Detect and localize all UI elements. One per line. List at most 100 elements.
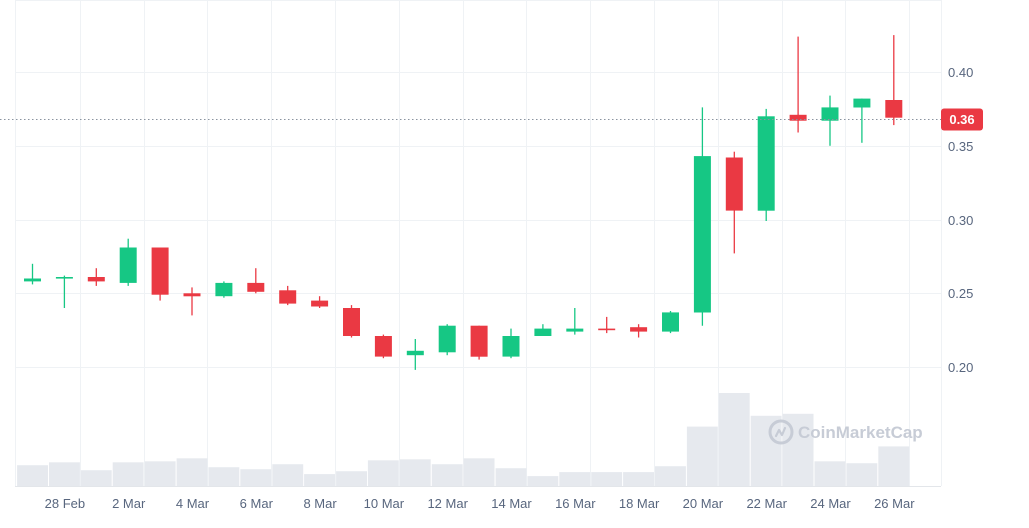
x-tick-label: 4 Mar: [176, 496, 210, 511]
candle[interactable]: [502, 328, 520, 359]
candle[interactable]: [24, 263, 41, 285]
volume-bar: [527, 476, 559, 486]
candle-body[interactable]: [406, 350, 424, 356]
volume-bar: [878, 446, 910, 486]
candle-body[interactable]: [885, 100, 903, 118]
candle-body[interactable]: [311, 300, 329, 307]
candles[interactable]: [24, 35, 903, 370]
candle[interactable]: [406, 339, 424, 370]
candle[interactable]: [215, 281, 233, 298]
candle-body[interactable]: [55, 277, 73, 279]
volume-bar: [399, 459, 431, 486]
y-tick-label: 0.20: [948, 360, 973, 375]
candle-body[interactable]: [630, 327, 648, 332]
volume-bar: [336, 471, 367, 486]
candle-body[interactable]: [247, 282, 265, 292]
grid-lines: [15, 0, 942, 487]
coinmarketcap-logo-icon: [768, 419, 794, 445]
candle-body[interactable]: [183, 293, 201, 297]
candle[interactable]: [725, 151, 743, 254]
candle-body[interactable]: [438, 325, 456, 353]
candle-body[interactable]: [662, 312, 679, 332]
candle[interactable]: [151, 247, 169, 301]
x-tick-label: 22 Mar: [746, 496, 787, 511]
y-tick-label: 0.30: [948, 213, 973, 228]
candle[interactable]: [119, 238, 137, 286]
watermark: CoinMarketCap: [768, 419, 923, 445]
x-tick-label: 2 Mar: [112, 496, 146, 511]
x-tick-label: 14 Mar: [491, 496, 532, 511]
candle-body[interactable]: [502, 336, 520, 357]
volume-bar: [655, 466, 686, 486]
candle[interactable]: [598, 316, 616, 334]
candle[interactable]: [183, 287, 201, 316]
watermark-text: CoinMarketCap: [798, 423, 923, 442]
candle[interactable]: [693, 107, 711, 326]
candle[interactable]: [438, 324, 456, 356]
x-tick-label: 10 Mar: [364, 496, 405, 511]
candle[interactable]: [566, 308, 584, 335]
candle-body[interactable]: [119, 247, 137, 283]
candle[interactable]: [630, 324, 648, 338]
volume-bar: [591, 472, 623, 486]
current-price-label: 0.36: [949, 112, 974, 127]
candle[interactable]: [853, 98, 871, 143]
candle-body[interactable]: [87, 277, 105, 282]
volume-bar: [367, 460, 399, 486]
candle[interactable]: [311, 296, 329, 308]
volume-bar: [750, 415, 782, 486]
candle[interactable]: [821, 95, 839, 146]
volume-bar: [49, 462, 80, 486]
candle[interactable]: [885, 35, 903, 126]
candle[interactable]: [279, 285, 297, 306]
candle-body[interactable]: [693, 156, 711, 313]
candle[interactable]: [662, 311, 679, 334]
x-tick-label: 24 Mar: [810, 496, 851, 511]
candle[interactable]: [343, 305, 360, 338]
y-tick-label: 0.40: [948, 65, 973, 80]
candle-body[interactable]: [598, 328, 616, 331]
y-tick-label: 0.35: [948, 139, 973, 154]
volume-bar: [176, 458, 208, 486]
x-tick-label: 18 Mar: [619, 496, 660, 511]
candle-body[interactable]: [566, 328, 584, 332]
candle-body[interactable]: [470, 325, 488, 357]
volume-bar: [112, 462, 144, 486]
volume-bar: [686, 426, 718, 486]
candle[interactable]: [789, 36, 807, 133]
candle[interactable]: [534, 324, 552, 336]
volume-bars: [17, 393, 910, 486]
candle-body[interactable]: [534, 328, 552, 336]
candle[interactable]: [470, 325, 488, 360]
candle-body[interactable]: [757, 116, 775, 211]
candle-body[interactable]: [151, 247, 169, 295]
candle-body[interactable]: [725, 157, 743, 211]
candle-body[interactable]: [821, 107, 839, 121]
candle[interactable]: [247, 268, 265, 294]
candle-body[interactable]: [853, 98, 871, 108]
x-tick-label: 8 Mar: [303, 496, 337, 511]
volume-bar: [208, 467, 240, 486]
candle-body[interactable]: [374, 336, 392, 357]
candle-body[interactable]: [279, 290, 297, 304]
candle[interactable]: [374, 334, 392, 359]
x-tick-label: 28 Feb: [45, 496, 85, 511]
candle[interactable]: [757, 108, 775, 221]
candle-body[interactable]: [789, 114, 807, 121]
candle-body[interactable]: [24, 278, 41, 282]
x-tick-label: 16 Mar: [555, 496, 596, 511]
candle-body[interactable]: [343, 308, 360, 336]
volume-bar: [814, 461, 846, 486]
volume-bar: [846, 463, 878, 486]
axes: 0.20 0.25 0.30 0.35 0.40 28 Feb 2 Mar 4 Mar 6 Ma…: [45, 65, 974, 511]
current-price-tag: 0.36: [941, 108, 983, 131]
candle[interactable]: [87, 268, 105, 286]
volume-bar: [782, 413, 814, 486]
candle-body[interactable]: [215, 282, 233, 297]
candle[interactable]: [55, 275, 73, 308]
volume-bar: [304, 474, 335, 486]
x-tick-label: 20 Mar: [683, 496, 724, 511]
volume-bar: [623, 472, 654, 486]
